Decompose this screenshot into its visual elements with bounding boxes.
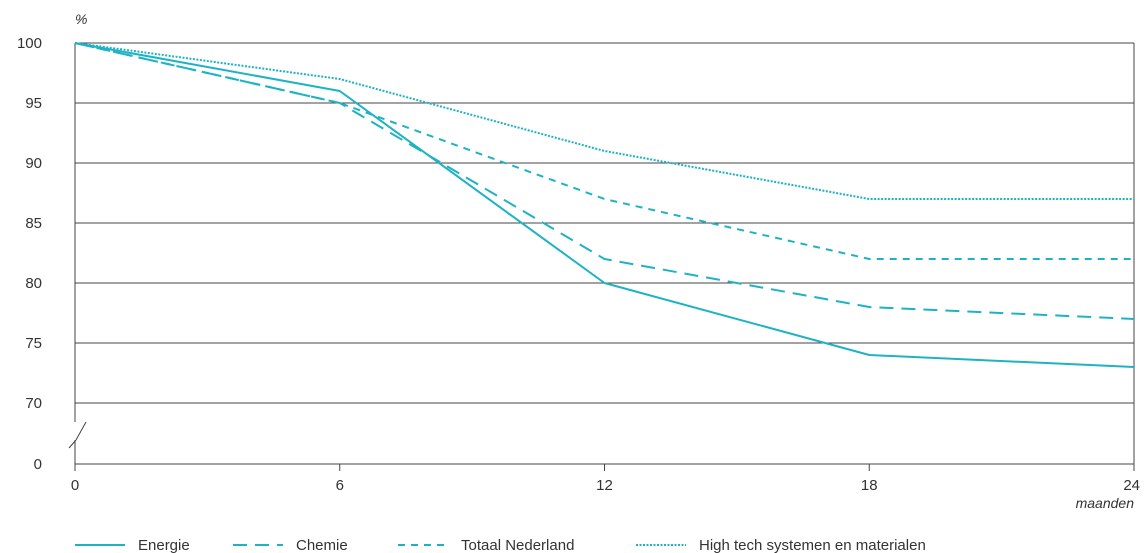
y-tick-label: 0: [34, 456, 42, 473]
y-axis-unit: %: [75, 11, 87, 27]
series-line-chemie: [74, 42, 1135, 320]
axes: [68, 43, 1135, 471]
y-tick-label: 90: [25, 155, 42, 172]
x-axis-label: maanden: [1076, 495, 1135, 511]
series-line-totaal-nederland: [74, 42, 1134, 260]
y-tick-label: 70: [25, 395, 42, 412]
series-line-energie: [74, 42, 1135, 368]
gridlines: [75, 42, 1134, 404]
y-tick-label: 75: [25, 335, 42, 352]
x-tick-label: 18: [861, 477, 878, 494]
axis-break-mark-lower: [68, 439, 77, 449]
y-tick-label: 100: [17, 35, 42, 52]
x-tick-labels: 0 6 12 18 24: [71, 477, 1140, 494]
x-tick-label: 24: [1123, 477, 1140, 494]
y-tick-label: 95: [25, 95, 42, 112]
y-tick-label: 80: [25, 275, 42, 292]
legend-label: Totaal Nederland: [461, 537, 574, 553]
legend-label: High tech systemen en materialen: [699, 537, 926, 553]
x-tick-label: 12: [596, 477, 613, 494]
x-tick-label: 0: [71, 477, 79, 494]
axis-break-mark-upper: [75, 421, 87, 441]
y-tick-label: 85: [25, 215, 42, 232]
legend-label: Energie: [138, 537, 190, 553]
series-line-high-tech-systemen-en-materialen: [74, 42, 1134, 200]
series-lines: [74, 42, 1135, 368]
x-tick-label: 6: [336, 477, 344, 494]
legend-label: Chemie: [296, 537, 348, 553]
y-tick-labels: 100 95 90 85 80 75 70 0: [17, 35, 42, 473]
legend: Energie Chemie Totaal Nederland High tech s…: [75, 537, 926, 553]
